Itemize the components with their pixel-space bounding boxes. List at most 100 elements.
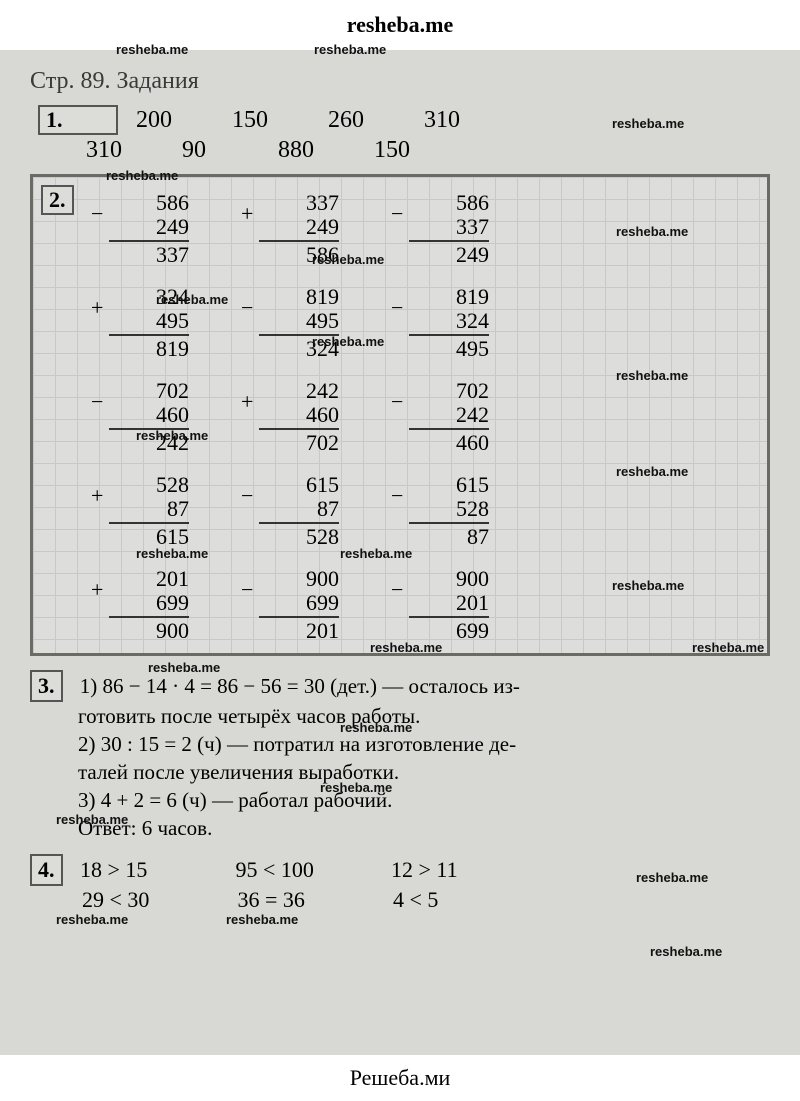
calc-result: 337 [109,243,189,267]
calc-sign: − [391,483,403,509]
t4-r0-c1: 95 < 100 [236,856,386,884]
t1-r0-c2: 260 [328,107,408,134]
calc-column: +324495819 [109,285,189,361]
calc-sign: − [91,201,103,227]
calc-result: 586 [259,243,339,267]
calc-column: +52887615 [109,473,189,549]
calc-result: 900 [109,619,189,643]
calc-operand-b: 460 [109,403,189,427]
page-body: Стр. 89. Задания 1. 200 150 260 310 310 … [0,50,800,1055]
calc-operand-b: 699 [109,591,189,615]
calc-operand-b: 249 [109,215,189,239]
t4-r1-c0: 29 < 30 [82,886,232,914]
t1-r1-c1: 90 [182,137,262,164]
t4-r0-c2: 12 > 11 [391,856,541,884]
calc-operand-a: 702 [109,379,189,403]
calc-operand-b: 337 [409,215,489,239]
calc-sign: + [241,389,253,415]
calc-row: −702460242+242460702−702242460 [109,379,757,455]
calc-row: +52887615−61587528−61552887 [109,473,757,549]
calc-operand-b: 495 [259,309,339,333]
calc-column: −61587528 [259,473,339,549]
calc-operand-a: 528 [109,473,189,497]
calc-row: +324495819−819495324−819324495 [109,285,757,361]
calc-column: −586249337 [109,191,189,267]
calc-operand-b: 495 [109,309,189,333]
site-header: resheba.me [0,0,800,50]
task-2-grid: 2. −586249337+337249586−586337249+324495… [30,174,770,656]
calc-operand-b: 699 [259,591,339,615]
t3-l3: 2) 30 : 15 = 2 (ч) — потратил на изготов… [78,730,770,758]
calc-operand-a: 242 [259,379,339,403]
calc-row: −586249337+337249586−586337249 [109,191,757,267]
t1-r0-c3: 310 [424,107,504,134]
calc-column: +337249586 [259,191,339,267]
calc-result: 201 [259,619,339,643]
calc-sign: − [241,295,253,321]
task-3-badge: 3. [30,670,63,702]
calc-operand-a: 337 [259,191,339,215]
calc-result: 460 [409,431,489,455]
calc-operand-a: 586 [409,191,489,215]
calc-result: 615 [109,525,189,549]
calc-column: −819324495 [409,285,489,361]
calc-operand-a: 615 [259,473,339,497]
calc-operand-a: 324 [109,285,189,309]
calc-sign: − [391,389,403,415]
calc-sign: − [391,201,403,227]
calc-column: −900201699 [409,567,489,643]
calc-sign: − [91,389,103,415]
t3-l6: Ответ: 6 часов. [78,814,770,842]
calc-operand-b: 201 [409,591,489,615]
calc-operand-a: 615 [409,473,489,497]
calc-sign: + [91,577,103,603]
t4-r1-c2: 4 < 5 [393,886,543,914]
calc-result: 819 [109,337,189,361]
calc-sign: − [241,483,253,509]
t1-r1-c2: 880 [278,137,358,164]
task-4-badge: 4. [30,854,63,886]
task-3: 3. 1) 86 − 14 · 4 = 86 − 56 = 30 (дет.) … [30,670,770,842]
calc-operand-b: 460 [259,403,339,427]
calc-operand-a: 586 [109,191,189,215]
calc-column: −900699201 [259,567,339,643]
t1-r1-c0: 310 [86,137,166,164]
calc-operand-b: 87 [109,497,189,521]
t4-r0-c0: 18 > 15 [80,856,230,884]
task-1: 1. 200 150 260 310 310 90 880 150 [30,105,770,164]
calc-result: 699 [409,619,489,643]
calc-result: 528 [259,525,339,549]
calc-sign: + [91,295,103,321]
calc-row: +201699900−900699201−900201699 [109,567,757,643]
task-1-badge: 1. [38,105,118,135]
calc-result: 324 [259,337,339,361]
calc-sign: + [91,483,103,509]
t1-r0-c0: 200 [136,107,216,134]
calc-operand-a: 819 [259,285,339,309]
calc-operand-a: 702 [409,379,489,403]
calc-operand-a: 900 [259,567,339,591]
calc-column: −702460242 [109,379,189,455]
calc-column: −61552887 [409,473,489,549]
calc-operand-b: 528 [409,497,489,521]
calc-operand-a: 900 [409,567,489,591]
calc-column: −586337249 [409,191,489,267]
calc-operand-b: 242 [409,403,489,427]
calc-result: 242 [109,431,189,455]
calc-column: +201699900 [109,567,189,643]
calc-sign: − [391,295,403,321]
calc-sign: − [391,577,403,603]
t3-l2: готовить после четырёх часов работы. [78,702,770,730]
t1-r1-c3: 150 [374,137,454,164]
calc-result: 495 [409,337,489,361]
calc-operand-b: 249 [259,215,339,239]
task-4: 4. 18 > 15 95 < 100 12 > 11 29 < 30 36 =… [30,854,770,914]
calc-result: 702 [259,431,339,455]
calc-operand-a: 201 [109,567,189,591]
calc-operand-a: 819 [409,285,489,309]
calc-operand-b: 324 [409,309,489,333]
calc-operand-b: 87 [259,497,339,521]
calc-result: 87 [409,525,489,549]
t4-r1-c1: 36 = 36 [238,886,388,914]
t3-l5: 3) 4 + 2 = 6 (ч) — работал рабочий. [78,786,770,814]
